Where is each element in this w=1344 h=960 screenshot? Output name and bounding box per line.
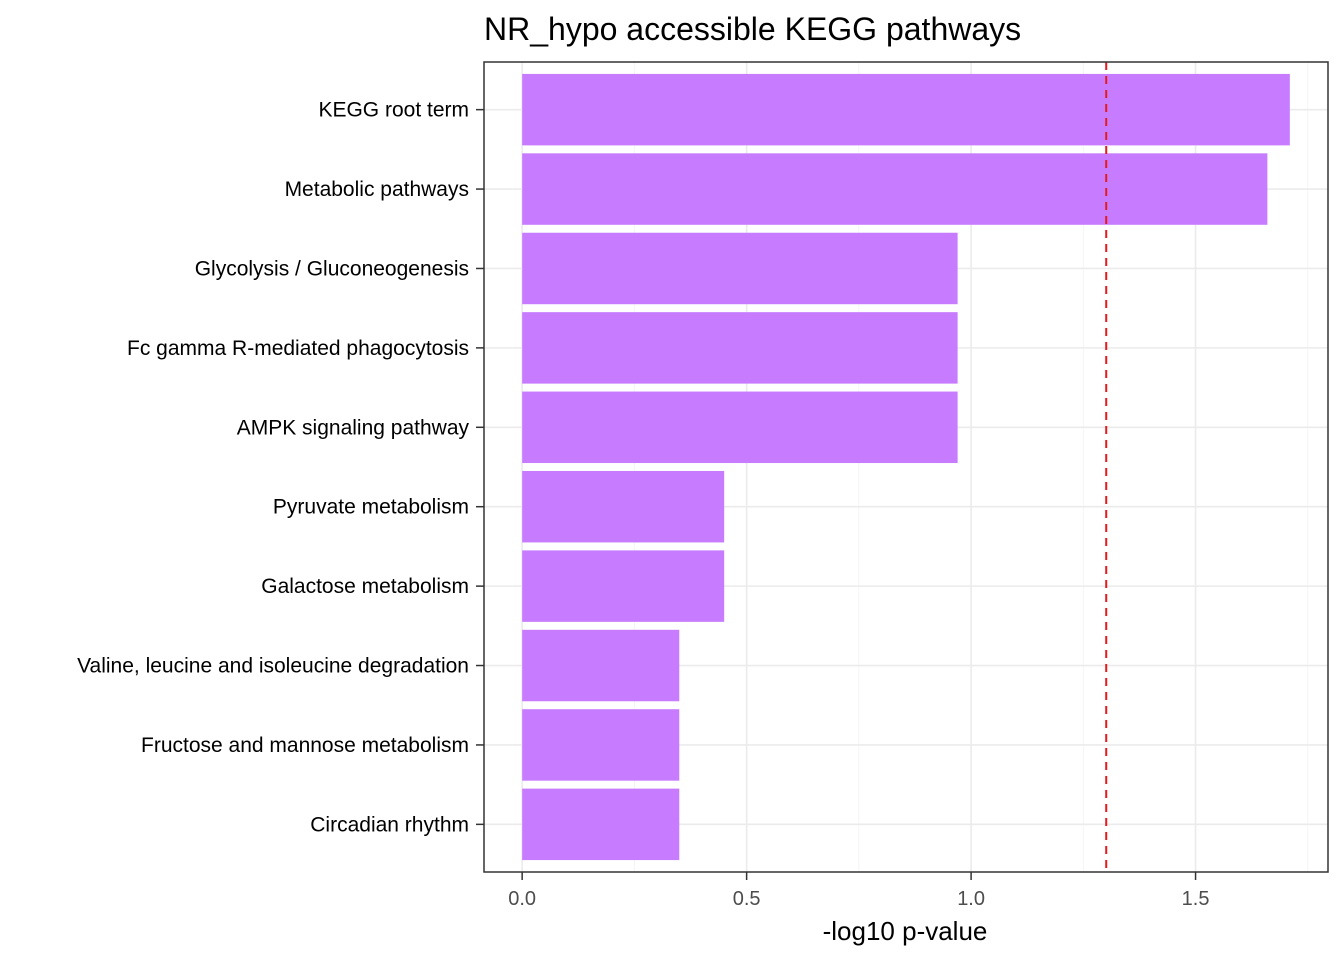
bar xyxy=(522,153,1268,225)
x-tick-label: 0.5 xyxy=(733,888,761,910)
bar xyxy=(522,312,958,384)
bar xyxy=(522,788,680,861)
x-axis: 0.0 0.5 1.0 1.5 xyxy=(508,872,1209,910)
y-tick-label: Fc gamma R-mediated phagocytosis xyxy=(127,337,469,360)
bar xyxy=(522,709,680,781)
x-tick-label: 0.0 xyxy=(508,888,536,910)
bar xyxy=(522,470,725,543)
x-tick-label: 1.0 xyxy=(957,888,985,910)
y-tick-label: KEGG root term xyxy=(318,99,469,122)
bar xyxy=(522,232,958,305)
y-tick-label: Pyruvate metabolism xyxy=(273,496,469,519)
y-tick-label: Fructose and mannose metabolism xyxy=(141,734,469,757)
chart-title: NR_hypo accessible KEGG pathways xyxy=(484,11,1021,47)
y-tick-label: AMPK signaling pathway xyxy=(237,416,470,439)
y-tick-label: Metabolic pathways xyxy=(285,178,469,201)
plot-panel-border xyxy=(483,61,1329,873)
x-axis-title: -log10 p-value xyxy=(823,916,988,946)
y-tick-label: Galactose metabolism xyxy=(261,575,469,598)
bar xyxy=(522,550,725,622)
y-axis: KEGG root term Metabolic pathways Glycolys… xyxy=(77,99,484,836)
bar xyxy=(522,391,958,464)
bar xyxy=(522,73,1290,146)
y-tick-label: Circadian rhythm xyxy=(310,813,469,836)
bar xyxy=(522,629,680,702)
y-tick-label: Valine, leucine and isoleucine degradati… xyxy=(77,655,469,678)
x-tick-label: 1.5 xyxy=(1182,888,1210,910)
bars xyxy=(522,73,1290,861)
y-tick-label: Glycolysis / Gluconeogenesis xyxy=(195,257,469,280)
